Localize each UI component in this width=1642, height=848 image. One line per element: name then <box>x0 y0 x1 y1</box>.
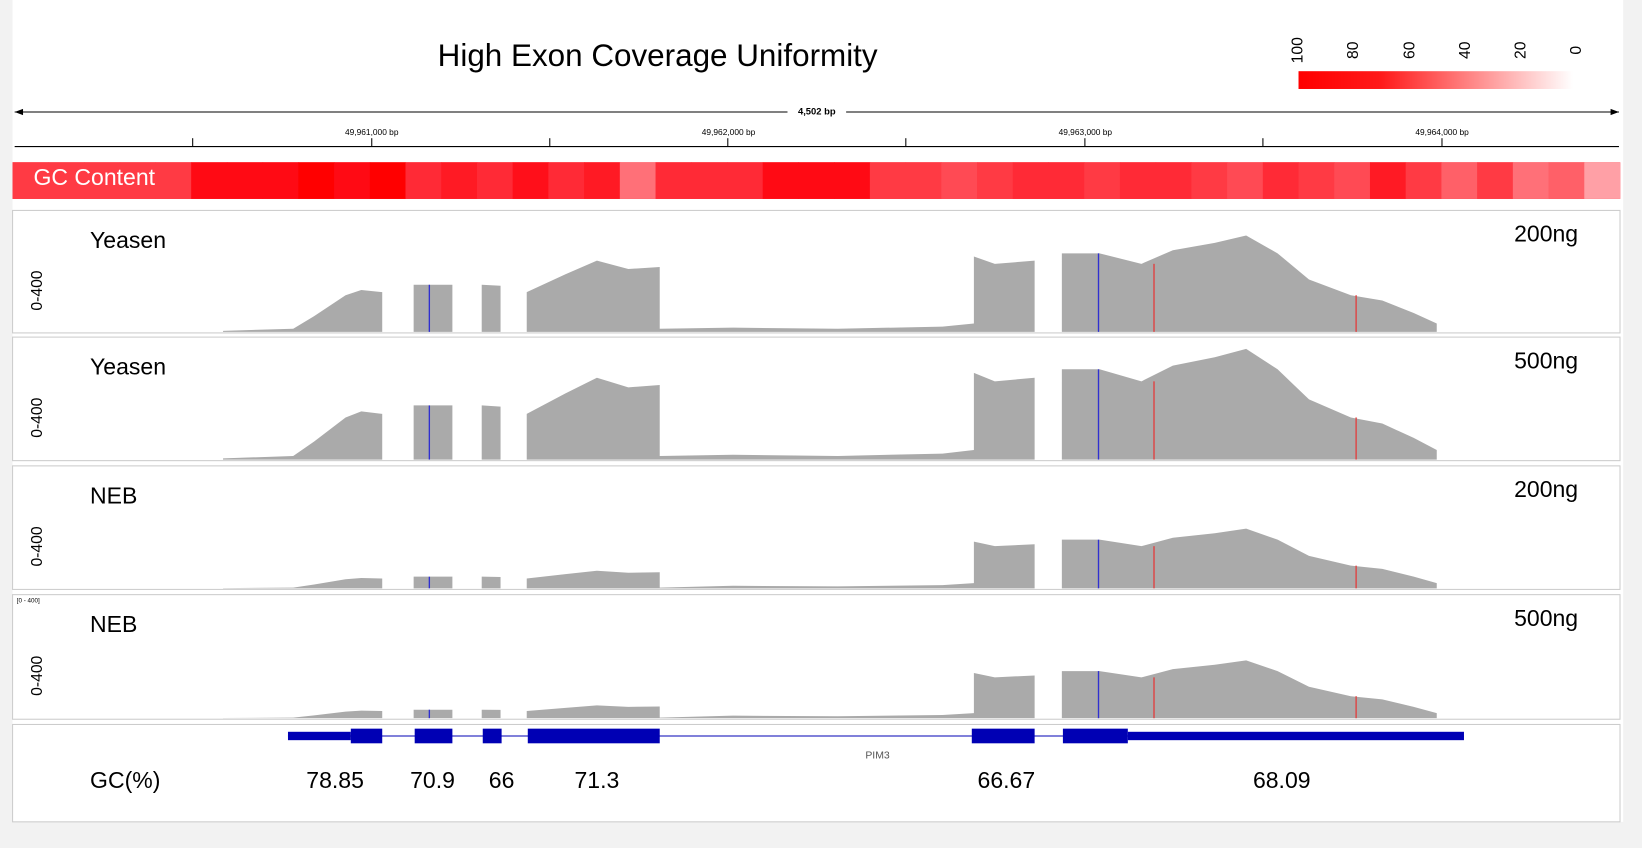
ruler-label: 49,964,000 bp <box>1415 127 1469 137</box>
track-range: 0-400 <box>29 655 46 695</box>
gc-cell <box>1084 162 1121 199</box>
legend-tick: 80 <box>1345 41 1362 59</box>
track-name: Yeasen <box>90 227 166 253</box>
range-tag: [0 - 400] <box>17 598 40 605</box>
coverage <box>223 348 1437 460</box>
gc-cell <box>1369 162 1407 199</box>
legend-tick: 20 <box>1513 41 1530 59</box>
utr <box>1127 731 1464 741</box>
gc-cell <box>1119 162 1157 199</box>
gc-track-label: GC Content <box>34 164 156 190</box>
gc-cell <box>1512 162 1550 199</box>
gc-value: 70.9 <box>410 767 455 793</box>
gc-cell <box>226 162 264 199</box>
coverage <box>223 528 1437 589</box>
gc-cell <box>905 162 942 199</box>
utr <box>287 731 351 741</box>
gc-cell <box>441 162 478 199</box>
track-amount: 500ng <box>1514 605 1578 631</box>
gc-value: 66.67 <box>978 767 1036 793</box>
gc-cell <box>262 162 299 199</box>
gc-cell <box>84 162 121 199</box>
gc-cell <box>1405 162 1442 199</box>
legend-tick: 0 <box>1568 46 1585 55</box>
gene-name: PIM3 <box>865 751 890 762</box>
ruler-label: 49,961,000 bp <box>345 127 399 137</box>
gc-cell <box>726 162 764 199</box>
gc-cell <box>691 162 728 199</box>
gc-cell <box>191 162 228 199</box>
gc-cell <box>798 162 835 199</box>
gc-cell <box>548 162 585 199</box>
gc-cell <box>48 162 85 199</box>
track-range: 0-400 <box>29 270 46 310</box>
gc-cell <box>476 162 514 199</box>
gc-cell <box>155 162 192 199</box>
gc-cell <box>762 162 799 199</box>
gc-value: 71.3 <box>574 767 619 793</box>
track-amount: 200ng <box>1514 476 1578 502</box>
track-range: 0-400 <box>29 397 46 437</box>
gc-cell <box>1477 162 1514 199</box>
track-range: 0-400 <box>29 526 46 566</box>
track-name: Yeasen <box>90 354 166 380</box>
gc-cell <box>1262 162 1300 199</box>
gc-cell <box>369 162 407 199</box>
track-name: NEB <box>90 611 137 637</box>
gc-cell <box>1298 162 1335 199</box>
track-amount: 200ng <box>1514 221 1578 247</box>
gc-cell <box>12 162 49 199</box>
gc-cell <box>1012 162 1049 199</box>
gc-cell <box>1191 162 1228 199</box>
gc-cell <box>1048 162 1085 199</box>
gene-panel <box>12 723 1621 823</box>
gc-cell <box>298 162 335 199</box>
legend-tick: 40 <box>1457 41 1474 59</box>
gc-value: 66 <box>489 767 515 793</box>
gc-cell <box>1155 162 1192 199</box>
legend-tick: 60 <box>1402 41 1419 59</box>
ruler-label: 49,963,000 bp <box>1059 127 1113 137</box>
gc-cell <box>619 162 657 199</box>
track-amount: 500ng <box>1514 347 1578 373</box>
ruler-label: 49,962,000 bp <box>702 127 756 137</box>
track-name: NEB <box>90 482 137 508</box>
title: High Exon Coverage Uniformity <box>438 38 878 73</box>
gc-cell <box>869 162 907 199</box>
gc-cell <box>1441 162 1478 199</box>
coverage <box>223 235 1437 332</box>
legend-tick: 100 <box>1290 37 1307 63</box>
coverage <box>223 660 1437 719</box>
gc-value: 78.85 <box>306 767 364 793</box>
gc-cell <box>1334 162 1371 199</box>
gc-cell <box>584 162 621 199</box>
gc-cell <box>1227 162 1264 199</box>
gc-cell <box>1584 162 1621 199</box>
gc-cell <box>405 162 442 199</box>
exons <box>350 728 1128 744</box>
gc-cell <box>334 162 371 199</box>
span-bg <box>787 104 847 120</box>
gc-cell <box>1548 162 1585 199</box>
gc-cell <box>977 162 1014 199</box>
gc-cell <box>512 162 549 199</box>
color-scale <box>1298 71 1573 89</box>
gc-cell <box>119 162 156 199</box>
gc-cell <box>941 162 978 199</box>
gc-label: GC(%) <box>90 767 160 793</box>
span-label: 4,502 bp <box>798 106 836 117</box>
gc-cell <box>834 162 871 199</box>
gc-cell <box>655 162 692 199</box>
gc-value: 68.09 <box>1253 767 1311 793</box>
